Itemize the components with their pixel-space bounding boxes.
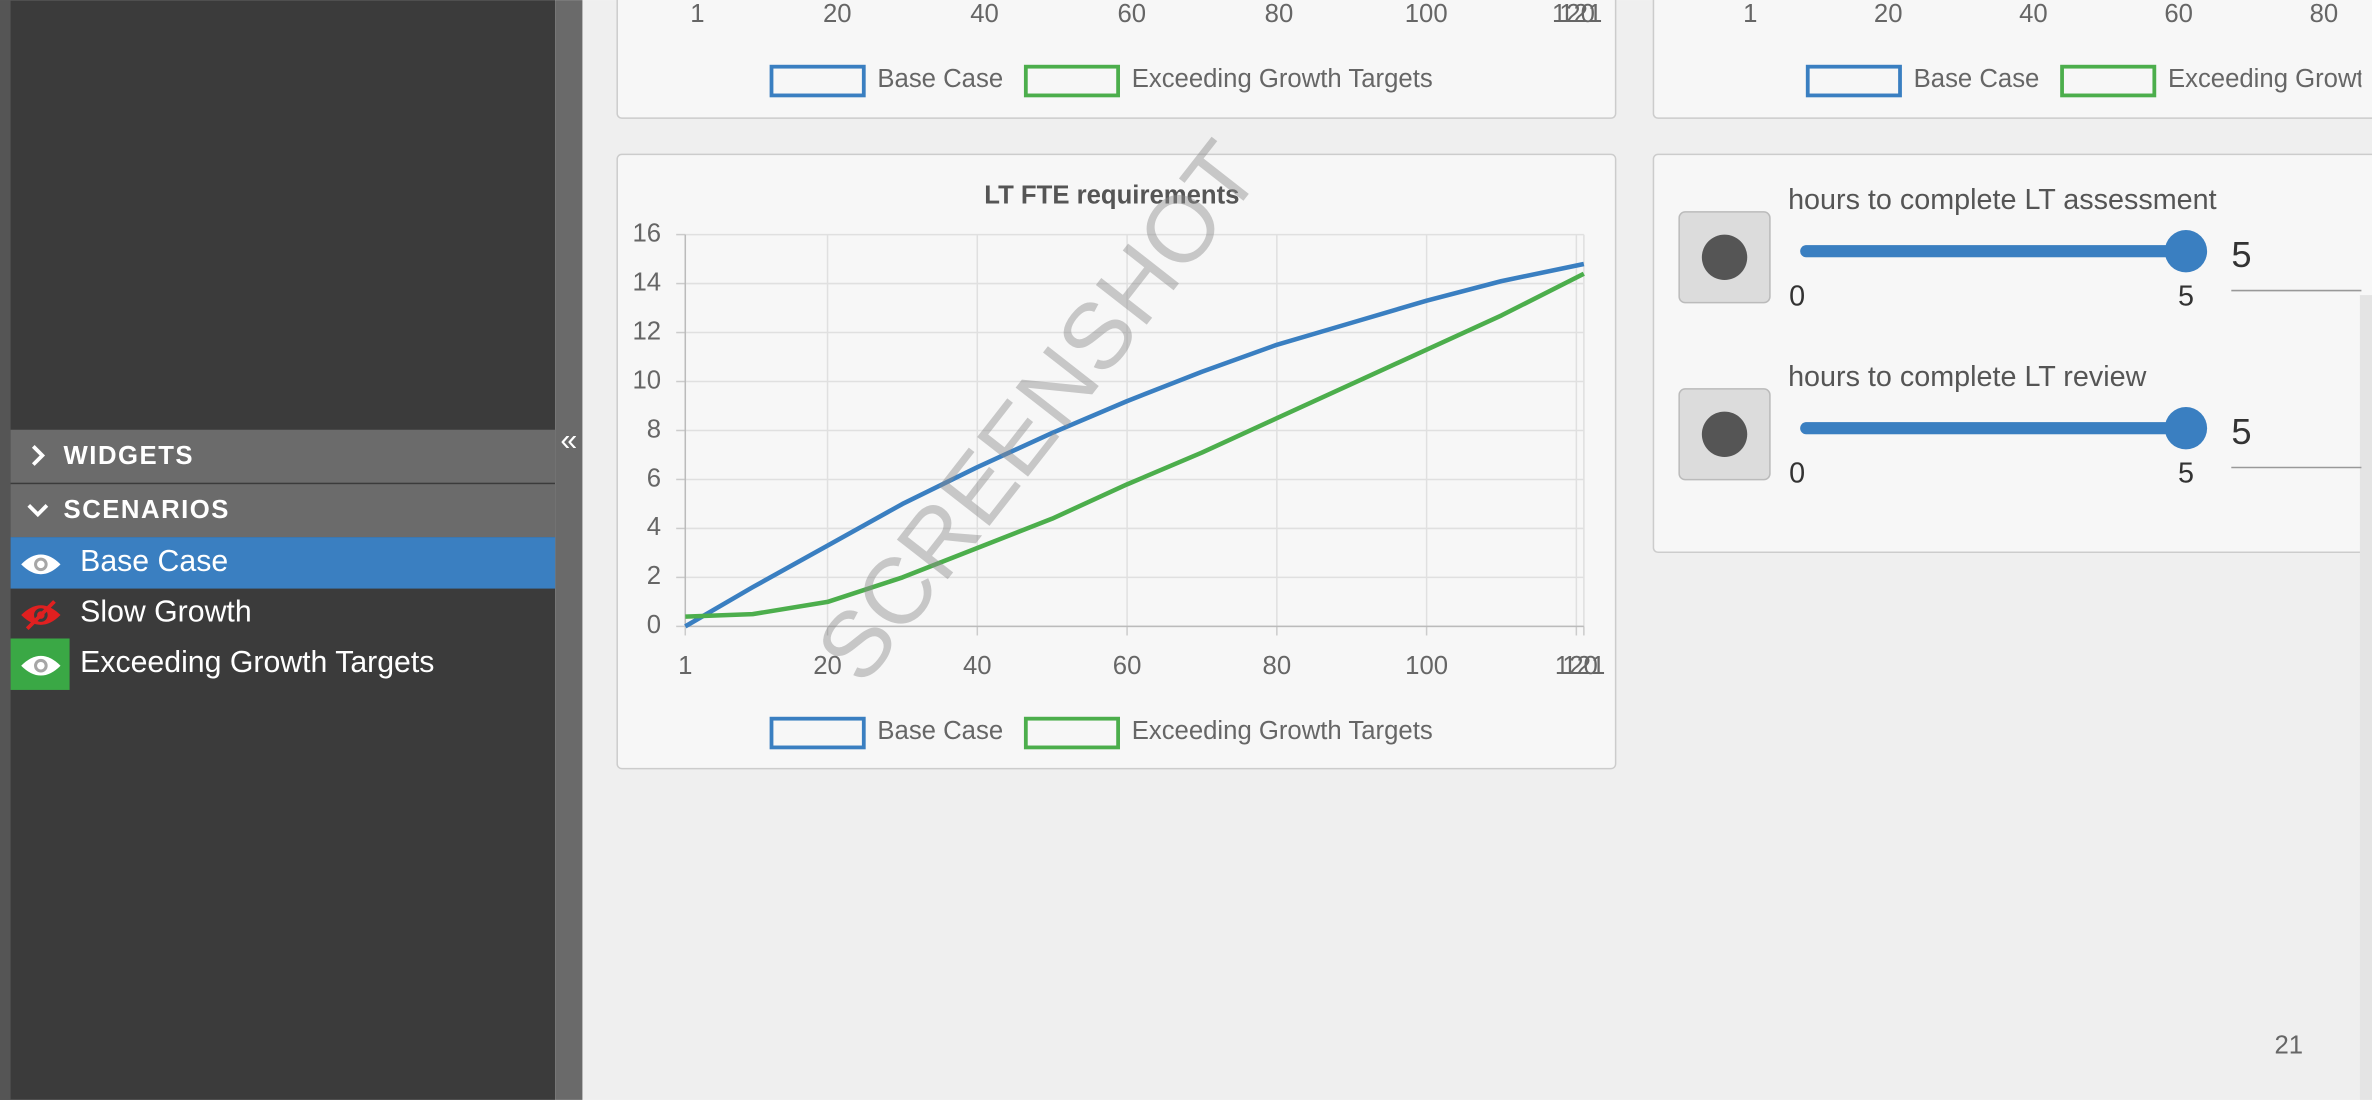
slider-label: hours to complete LT assessment: [1788, 184, 2217, 216]
scenario-name[interactable]: Slow Growth: [80, 596, 251, 629]
y-tick-label: 10: [632, 366, 661, 394]
card: [1652, 0, 2372, 119]
legend-swatch: [1805, 64, 1902, 98]
section-title: WIDGETS: [64, 442, 195, 470]
slider-min: 0: [1789, 458, 1805, 490]
slider-fill: [1800, 422, 2186, 435]
slider-min: 0: [1789, 281, 1805, 313]
legend-swatch: [769, 64, 866, 98]
x-tick-label: 121: [1562, 652, 1605, 680]
x-tick-label: 1: [678, 652, 692, 680]
legend-label: Base Case: [1914, 65, 2040, 93]
eye-dot: [37, 560, 45, 569]
chevron: [31, 445, 46, 466]
slider-fill: [1800, 245, 2186, 258]
series-line: [685, 271, 1585, 619]
legend-swatch: [769, 716, 866, 750]
y-tick-label: 8: [647, 415, 661, 443]
scenario-name[interactable]: Exceeding Growth Targets: [80, 646, 434, 679]
group: hours to complete LT assessment 0 5 5 hours …: [1678, 184, 2362, 490]
y-tick-label: 0: [647, 611, 661, 639]
toggle-dot: [1701, 411, 1748, 457]
chart-card: [616, 153, 1617, 770]
x-tick-label: 20: [1874, 0, 1903, 28]
x-tick-label: 60: [1113, 652, 1142, 680]
x-tick-label: 80: [2310, 0, 2339, 28]
chart-title: LT FTE requirements: [984, 182, 1239, 210]
collapse-button[interactable]: «: [560, 424, 577, 457]
scenario-name[interactable]: Base Case: [80, 545, 228, 578]
legend-label: Exceeding Growth Targets: [2168, 65, 2372, 93]
legend-swatch: [1023, 64, 1120, 98]
x-tick-label: 60: [1117, 0, 1146, 28]
x-tick-label: 100: [1405, 0, 1448, 28]
legend-swatch: [2060, 64, 2157, 98]
x-tick-label: 80: [1263, 652, 1292, 680]
x-tick-label: 20: [813, 652, 842, 680]
slider-knob[interactable]: [2164, 230, 2208, 273]
chevron: [27, 504, 49, 518]
collapse-strip[interactable]: [555, 0, 583, 1100]
x-tick-label: 100: [1405, 652, 1448, 680]
scrollbar[interactable]: [2359, 295, 2372, 1100]
page-number: 21: [2275, 1032, 2304, 1060]
x-tick-label: 80: [1265, 0, 1294, 28]
section-header[interactable]: [10, 429, 556, 483]
slider-value[interactable]: 5: [2231, 411, 2251, 452]
y-tick-label: 4: [647, 513, 661, 541]
legend-swatch: [1023, 716, 1120, 750]
x-tick-label: 60: [2164, 0, 2193, 28]
slider-value[interactable]: 5: [2231, 234, 2251, 275]
slider-knob[interactable]: [2164, 407, 2208, 450]
legend-label: Base Case: [877, 717, 1003, 745]
x-tick-label: 120: [1552, 0, 1595, 28]
slider-max: 5: [2178, 458, 2194, 490]
scenario-row-selected: [10, 537, 556, 589]
legend-label: Exceeding Growth Targets: [1132, 65, 1433, 93]
x-tick-label: 40: [963, 652, 992, 680]
section-title: SCENARIOS: [64, 496, 230, 524]
legend-label: Exceeding Growth Targets: [1132, 717, 1433, 745]
eye-dot: [37, 661, 45, 670]
y-tick-label: 16: [632, 219, 661, 247]
x-tick-label: 120: [1555, 652, 1598, 680]
series-line: [684, 261, 1585, 629]
section-header[interactable]: [10, 484, 556, 538]
sidebar-edge: [0, 0, 11, 1100]
card: [616, 0, 1617, 119]
x-tick-label: 40: [2019, 0, 2048, 28]
y-tick-label: 2: [647, 562, 661, 590]
x-tick-label: 121: [1559, 0, 1602, 28]
eye-slash: [25, 600, 56, 631]
group: Base Case Exceeding Growth Targets: [769, 716, 1433, 750]
x-tick-label: 40: [970, 0, 999, 28]
y-tick-label: 12: [632, 317, 661, 345]
legend-label: Base Case: [877, 65, 1003, 93]
x-tick-label: 1: [1743, 0, 1757, 28]
slider-label: hours to complete LT review: [1788, 361, 2147, 393]
x-tick-label: 1: [690, 0, 704, 28]
slider-max: 5: [2178, 281, 2194, 313]
group: 1 20 40 60 80 Base Case Exceeding Growth Targe…: [1743, 0, 2372, 98]
y-tick-label: 6: [647, 464, 661, 492]
toggle-dot: [1701, 234, 1748, 280]
x-tick-label: 20: [823, 0, 852, 28]
y-tick-label: 14: [632, 268, 661, 296]
